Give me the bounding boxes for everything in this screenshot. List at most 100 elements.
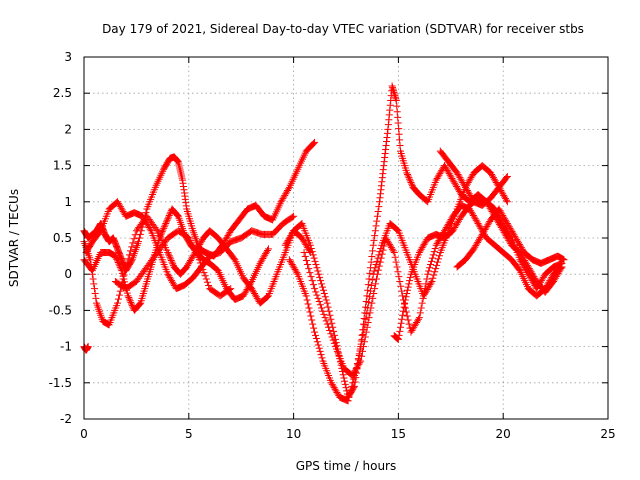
data-point — [376, 258, 384, 266]
data-point — [372, 261, 380, 269]
data-point — [203, 278, 211, 286]
data-point — [427, 279, 435, 287]
data-point — [111, 252, 119, 260]
data-point — [391, 253, 399, 261]
data-point — [359, 347, 367, 355]
data-point — [126, 297, 134, 305]
data-point — [167, 257, 175, 265]
data-point — [360, 314, 368, 322]
data-point — [428, 254, 436, 262]
data-point — [310, 324, 318, 332]
data-point — [115, 260, 123, 268]
data-point — [320, 310, 328, 318]
data-point — [430, 271, 438, 279]
data-point — [367, 304, 375, 312]
data-point — [348, 382, 356, 390]
data-point — [400, 303, 408, 311]
y-tick-label: 0 — [64, 267, 72, 281]
data-point — [404, 316, 412, 324]
data-point — [399, 307, 407, 315]
data-point — [318, 280, 326, 288]
data-point — [315, 298, 323, 306]
data-point — [315, 344, 323, 352]
data-point — [146, 225, 154, 233]
data-point — [166, 253, 174, 261]
data-point — [303, 296, 311, 304]
data-point — [503, 198, 511, 206]
data-point — [398, 315, 406, 323]
data-point — [158, 228, 166, 236]
data-point — [164, 248, 172, 256]
data-point — [369, 247, 377, 255]
data-point — [247, 279, 255, 287]
data-point — [370, 267, 378, 275]
data-point — [314, 341, 322, 349]
data-point — [375, 262, 383, 270]
data-point — [379, 246, 387, 254]
x-tick-label: 20 — [496, 427, 511, 441]
data-point — [402, 293, 410, 301]
y-tick-label: 1 — [64, 195, 72, 209]
data-point — [406, 273, 414, 281]
data-point — [342, 384, 350, 392]
data-point — [125, 295, 133, 303]
data-point — [320, 290, 328, 298]
data-point — [113, 255, 121, 263]
data-point — [89, 275, 97, 283]
data-point — [429, 274, 437, 282]
y-tick-label: 1.5 — [53, 159, 72, 173]
data-point — [371, 227, 379, 235]
data-point — [557, 265, 565, 273]
data-point — [311, 328, 319, 336]
data-point — [414, 315, 422, 323]
data-point — [128, 302, 136, 310]
x-axis-label: GPS time / hours — [296, 459, 397, 473]
data-point — [323, 320, 331, 328]
data-point — [198, 262, 206, 270]
data-point — [90, 285, 98, 293]
data-point — [308, 316, 316, 324]
data-point — [339, 371, 347, 379]
data-point — [434, 258, 442, 266]
data-point — [160, 223, 168, 231]
data-point — [311, 138, 319, 146]
data-point — [356, 359, 364, 367]
y-tick-label: -1 — [60, 340, 72, 354]
data-point — [431, 244, 439, 252]
data-point — [425, 267, 433, 275]
data-point — [310, 139, 318, 147]
data-point — [403, 312, 411, 320]
data-point — [366, 269, 374, 277]
axis-ticks: 0 5 10 15 20 25 -2 -1.5 -1 -0.5 0 0.5 1 1.5 2 2.5 3 — [49, 50, 616, 441]
data-point — [360, 338, 368, 346]
data-point — [114, 295, 122, 303]
data-point — [340, 374, 348, 382]
data-point — [116, 263, 124, 271]
data-point — [314, 267, 322, 275]
data-point — [307, 244, 315, 252]
data-point — [374, 266, 382, 274]
data-point — [152, 225, 160, 233]
data-point — [169, 260, 177, 268]
data-point — [305, 304, 313, 312]
data-point — [405, 320, 413, 328]
data-point — [195, 256, 203, 264]
data-point — [341, 380, 349, 388]
data-point — [84, 343, 92, 351]
data-point — [361, 333, 369, 341]
data-point — [311, 257, 319, 265]
data-point — [304, 300, 312, 308]
x-tick-label: 25 — [600, 427, 615, 441]
data-point — [397, 319, 405, 327]
data-point — [130, 235, 138, 243]
data-point — [362, 328, 370, 336]
data-point — [136, 300, 144, 308]
data-point — [435, 252, 443, 260]
data-point — [403, 286, 411, 294]
data-point — [321, 314, 329, 322]
data-point — [125, 251, 133, 259]
data-point — [429, 251, 437, 259]
data-point — [306, 308, 314, 316]
data-point — [157, 231, 165, 239]
data-point — [373, 270, 381, 278]
